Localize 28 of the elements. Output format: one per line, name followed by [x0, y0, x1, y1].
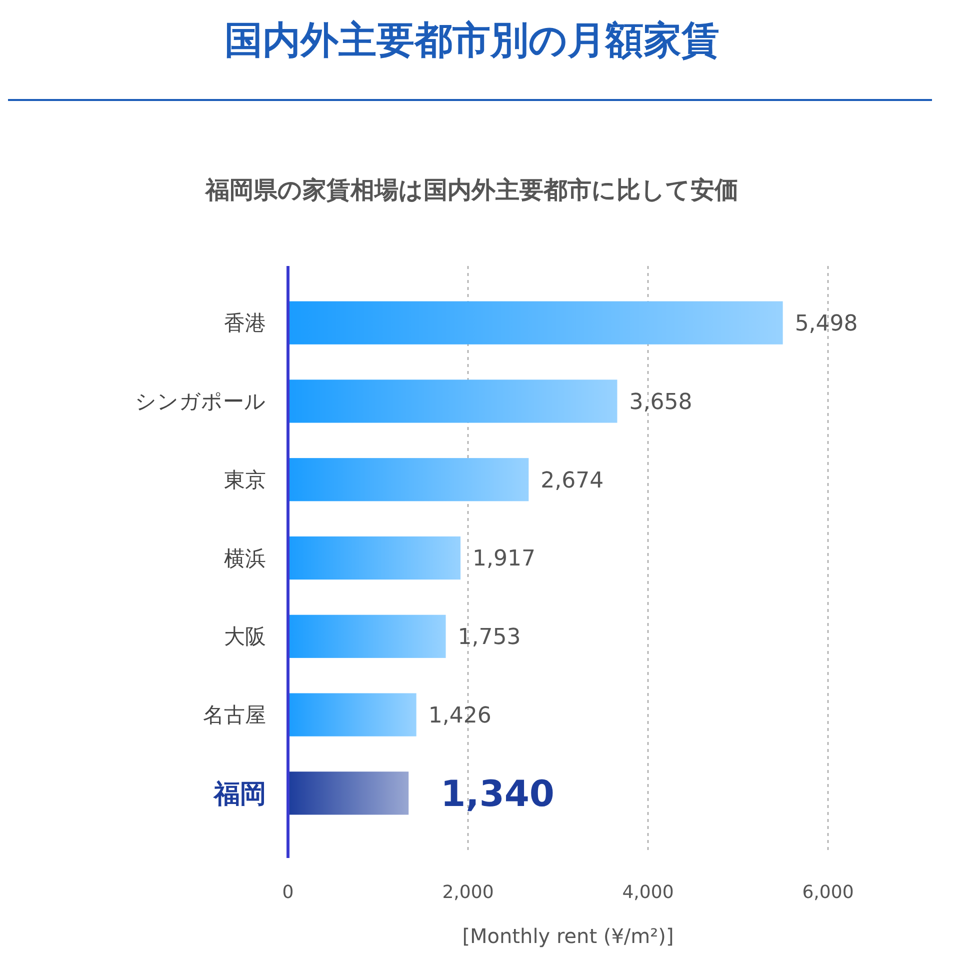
data-label: 5,498: [794, 312, 858, 337]
bar: [288, 614, 446, 658]
y-tick-label: 福岡: [212, 779, 266, 810]
x-tick-label: 6,000: [802, 882, 854, 903]
chart-subtitle: 福岡県の家賃相場は国内外主要都市に比して安価: [204, 176, 738, 204]
x-tick-label: 2,000: [442, 882, 494, 903]
bar: [288, 772, 409, 815]
x-axis-title: [Monthly rent (¥/m²)]: [462, 924, 674, 948]
y-tick-label: 東京: [224, 468, 266, 492]
y-tick-label: 大阪: [224, 624, 266, 649]
bar: [288, 458, 529, 502]
data-label: 1,917: [472, 546, 536, 572]
bar: [288, 301, 783, 344]
bar: [288, 380, 618, 423]
data-label: 2,674: [540, 468, 604, 494]
y-tick-label: 横浜: [224, 546, 266, 570]
data-label: 1,426: [428, 703, 492, 728]
data-label: 1,753: [458, 625, 521, 650]
x-tick-label: 0: [282, 882, 294, 903]
data-label: 1,340: [440, 774, 554, 815]
chart-title: 国内外主要都市別の月額家賃: [224, 18, 720, 62]
y-tick-label: 香港: [224, 311, 266, 336]
y-tick-label: 名古屋: [203, 703, 266, 728]
bar: [288, 693, 416, 736]
x-tick-label: 4,000: [622, 882, 674, 903]
y-tick-label: シンガポール: [135, 390, 266, 414]
data-label: 3,658: [629, 390, 692, 415]
bar: [288, 536, 461, 580]
